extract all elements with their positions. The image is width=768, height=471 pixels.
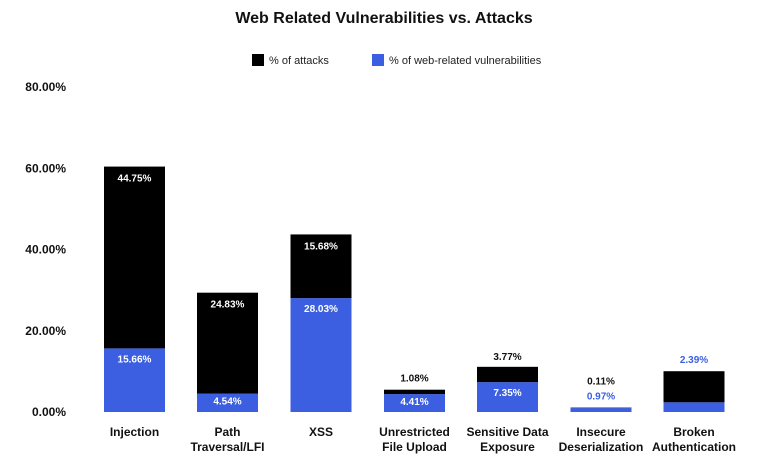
y-tick-label: 0.00%: [32, 405, 66, 419]
data-label-vulnerabilities: 4.54%: [213, 397, 241, 408]
y-tick-label: 20.00%: [25, 324, 66, 338]
x-category-label: Injection: [110, 425, 159, 439]
bar-vulnerabilities: [290, 298, 352, 412]
bar-attacks: [663, 371, 725, 403]
legend-swatch: [372, 54, 384, 66]
bar-attacks: [104, 166, 165, 349]
data-label-vulnerabilities: 28.03%: [304, 304, 338, 315]
data-label-attacks: 24.83%: [211, 300, 245, 311]
data-label-attacks: 0.11%: [587, 377, 615, 388]
data-label-vulnerabilities: 7.35%: [493, 388, 521, 399]
legend-label: % of web-related vulnerabilities: [389, 55, 542, 67]
x-category-label: Path: [214, 425, 240, 439]
x-category-label: XSS: [309, 425, 333, 439]
legend: % of attacks % of web-related vulnerabili…: [252, 54, 542, 67]
x-category-label: File Upload: [382, 440, 447, 454]
x-category-label: Traversal/LFI: [190, 440, 264, 454]
bar-vulnerabilities: [570, 408, 632, 412]
data-label-vulnerabilities: 4.41%: [400, 397, 428, 408]
data-label-attacks: 15.68%: [304, 241, 338, 252]
x-category-label: Exposure: [480, 440, 535, 454]
chart-title: Web Related Vulnerabilities vs. Attacks: [235, 10, 532, 27]
bar-attacks: [384, 389, 445, 395]
x-category-label: Insecure: [576, 425, 626, 439]
data-label-vulnerabilities: 15.66%: [118, 354, 152, 365]
data-labels: 44.75% 15.66% 24.83% 4.54% 15.68% 28.03% 1.08%…: [118, 174, 709, 409]
legend-label: % of attacks: [269, 55, 329, 67]
data-label-attacks: 7.65%: [680, 340, 708, 351]
x-category-label: Deserialization: [559, 440, 644, 454]
bar-vulnerabilities: [197, 393, 258, 412]
y-tick-label: 40.00%: [25, 243, 66, 257]
x-category-label: Sensitive Data: [466, 425, 548, 439]
y-axis: 0.00% 20.00% 40.00% 60.00% 80.00%: [25, 80, 66, 419]
bar-vulnerabilities: [663, 402, 725, 412]
y-tick-label: 60.00%: [25, 161, 66, 175]
data-label-vulnerabilities: 2.39%: [680, 355, 708, 366]
data-label-attacks: 1.08%: [400, 374, 428, 385]
bar-vulnerabilities: [104, 348, 165, 412]
bars: [104, 166, 725, 412]
bar-attacks: [477, 366, 538, 383]
bar-vulnerabilities: [477, 382, 538, 412]
bar-attacks: [290, 234, 352, 299]
data-label-attacks: 3.77%: [493, 352, 521, 363]
data-label-attacks: 44.75%: [118, 174, 152, 185]
x-category-label: Authentication: [652, 440, 736, 454]
data-label-vulnerabilities: 0.97%: [587, 392, 615, 403]
x-category-label: Broken: [673, 425, 714, 439]
bar-attacks: [197, 292, 258, 394]
bar-vulnerabilities: [384, 394, 445, 412]
x-category-label: Unrestricted: [379, 425, 450, 439]
legend-swatch: [252, 54, 264, 66]
y-tick-label: 80.00%: [25, 80, 66, 94]
